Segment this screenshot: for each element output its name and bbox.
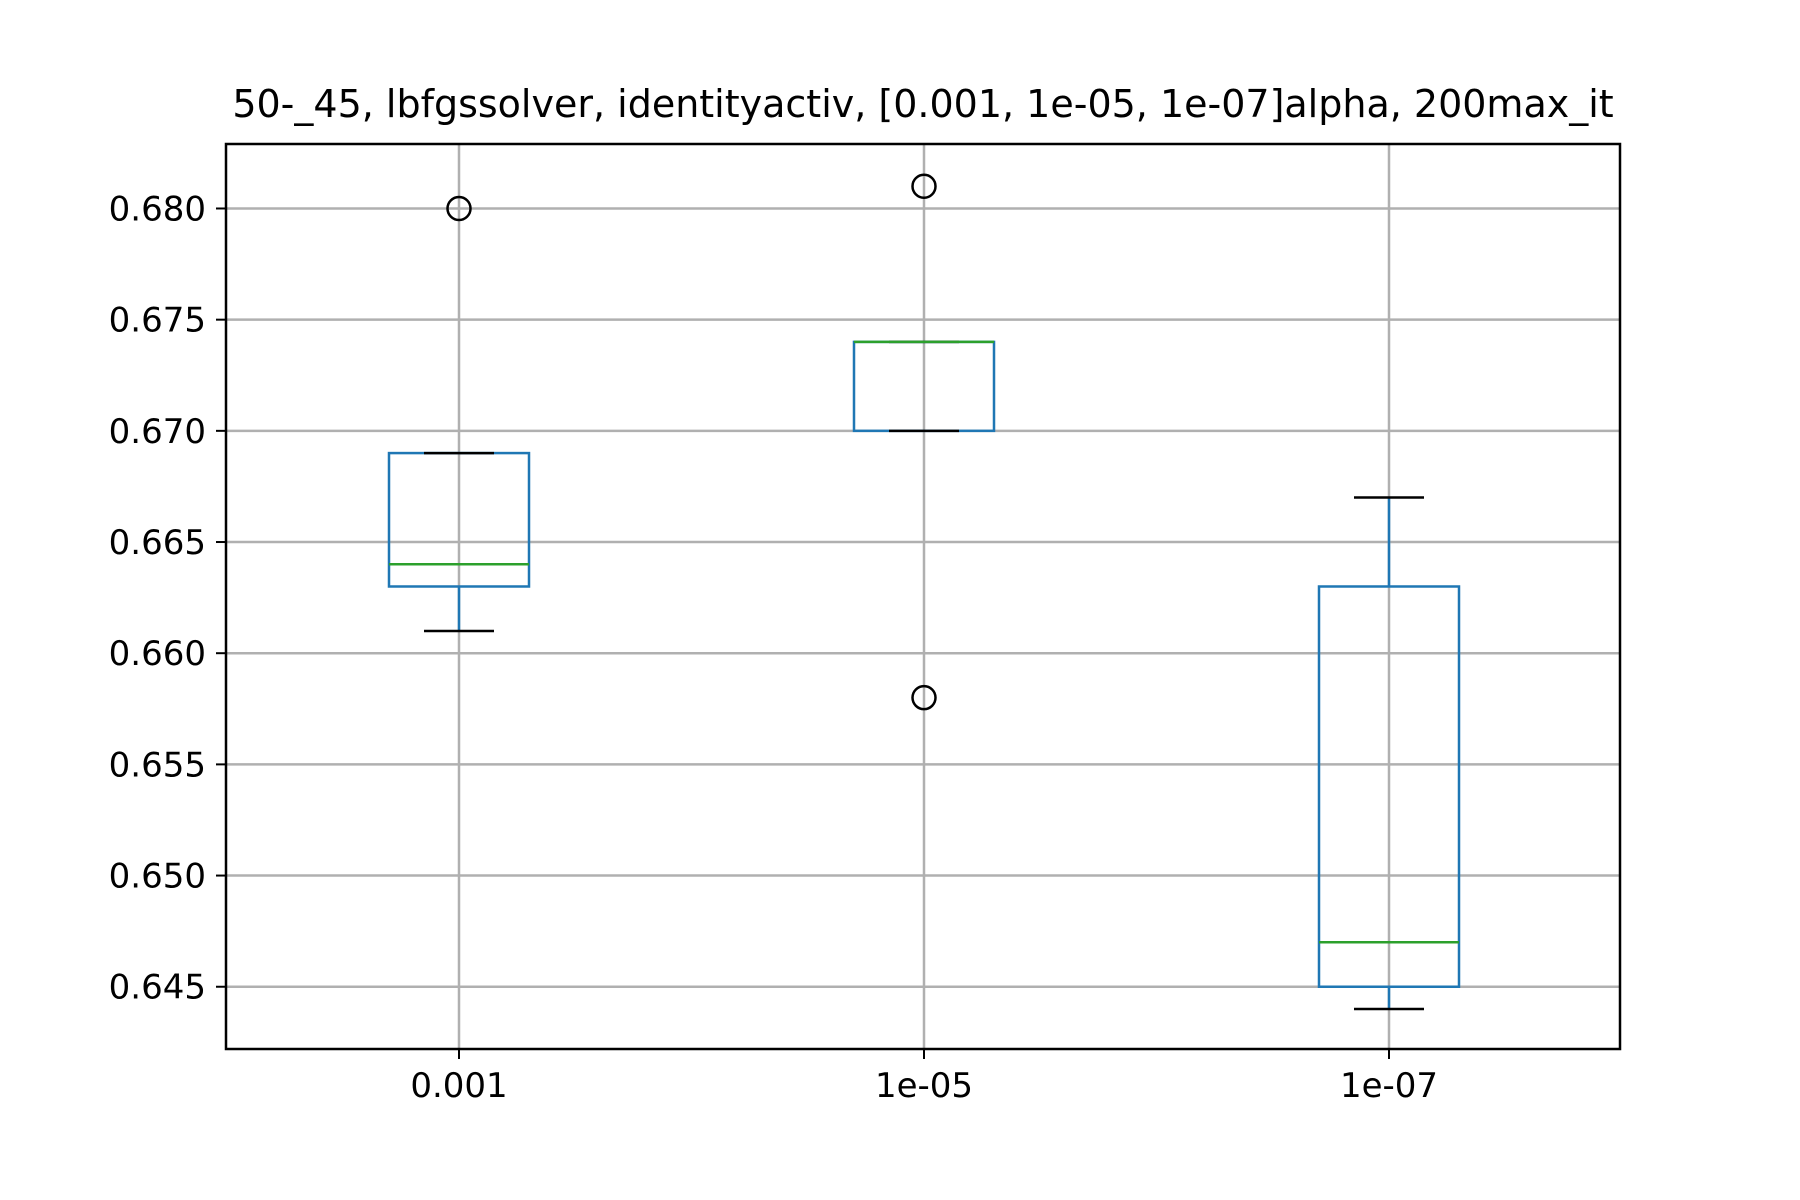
y-tick-label: 0.665 xyxy=(109,523,206,563)
x-tick-label: 0.001 xyxy=(410,1066,507,1106)
chart-title: 50-_45, lbfgssolver, identityactiv, [0.0… xyxy=(232,82,1613,126)
box-iqr xyxy=(1317,585,1461,988)
box-group xyxy=(387,195,531,633)
y-tick-label: 0.645 xyxy=(109,968,206,1008)
axis-ticks: 0.645 0.650 0.655 0.660 0.665 0.670 0.675 0.680… xyxy=(109,189,1438,1106)
y-tick-label: 0.660 xyxy=(109,634,206,674)
box-plot-series xyxy=(387,173,1461,1011)
y-tick-label: 0.675 xyxy=(109,301,206,341)
x-tick-label: 1e-07 xyxy=(1340,1066,1438,1106)
y-tick-label: 0.655 xyxy=(109,745,206,785)
outlier-point xyxy=(446,195,472,222)
outlier-point xyxy=(911,173,937,199)
grid-lines xyxy=(226,144,1620,1049)
box-group xyxy=(1317,496,1461,1011)
outlier-point xyxy=(911,684,937,711)
y-tick-label: 0.650 xyxy=(109,857,206,897)
y-tick-label: 0.680 xyxy=(109,189,206,229)
y-tick-label: 0.670 xyxy=(109,412,206,452)
x-tick-label: 1e-05 xyxy=(875,1066,973,1106)
box-group xyxy=(852,173,996,711)
